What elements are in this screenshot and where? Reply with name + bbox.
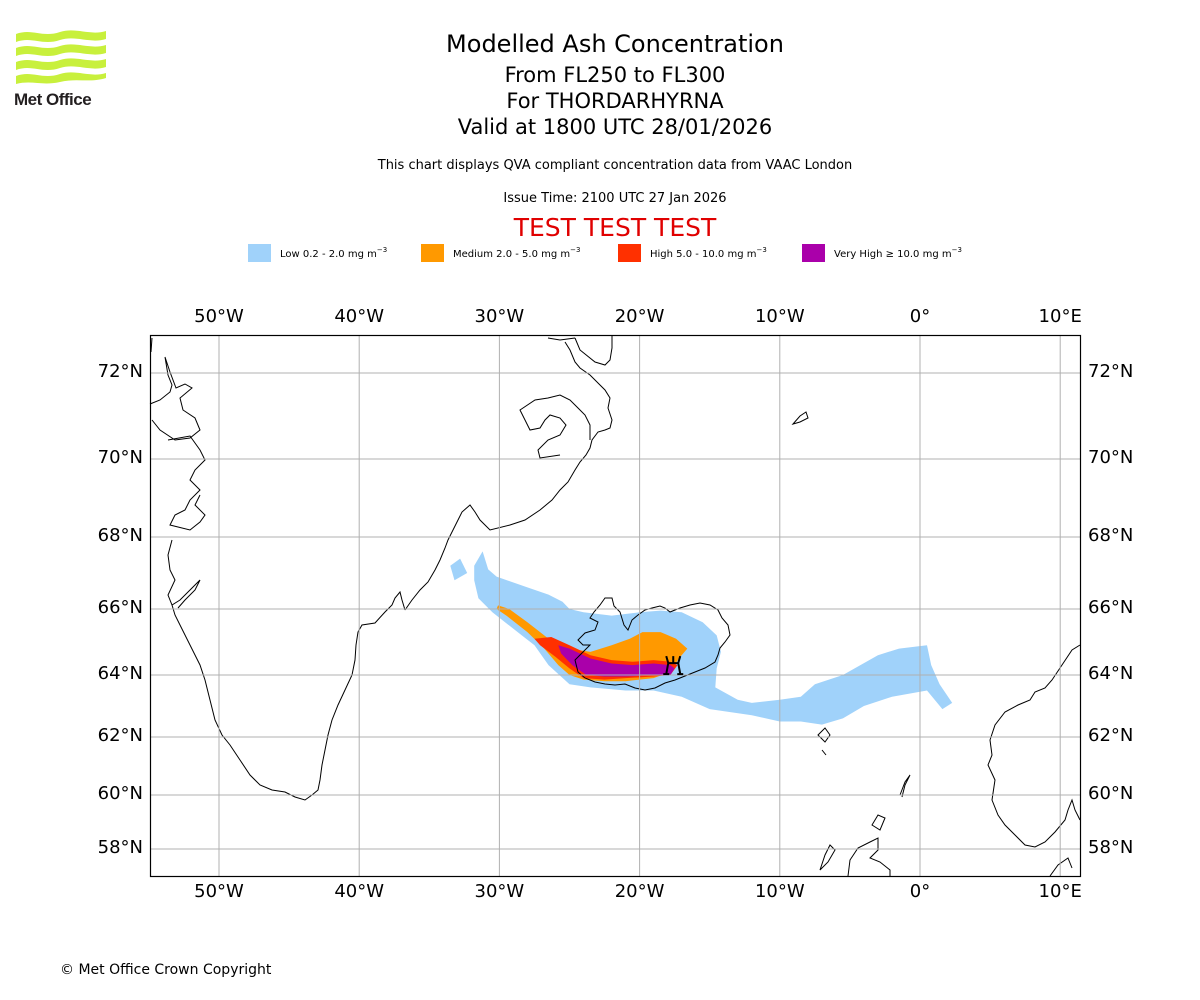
coastline-iceland	[574, 597, 731, 691]
legend-item-high: High 5.0 - 10.0 mg m−3	[618, 244, 767, 262]
coastline-jan-mayen	[791, 411, 809, 425]
copyright: © Met Office Crown Copyright	[60, 962, 272, 978]
lon-tick-label-bottom: 20°W	[614, 881, 665, 902]
lon-tick-label-bottom: 10°W	[754, 881, 805, 902]
met-office-waves-logo-icon	[16, 30, 106, 84]
coastline-norway	[987, 644, 1081, 877]
coastline-greenland-west	[149, 337, 406, 801]
coastline-shetland	[899, 774, 911, 798]
legend-swatch-high	[618, 244, 641, 262]
legend-exp: −3	[951, 246, 962, 254]
lon-tick-label-top: 10°E	[1038, 306, 1082, 327]
lon-tick-label-top: 0°	[909, 306, 931, 327]
flight-level-range: From FL250 to FL300	[504, 63, 726, 87]
issue-time: Issue Time: 2100 UTC 27 Jan 2026	[503, 191, 727, 206]
legend-swatch-very-high	[802, 244, 825, 262]
lat-tick-label-right: 72°N	[1088, 361, 1134, 382]
coastlines	[149, 336, 1081, 877]
map-frame	[149, 334, 1082, 878]
legend-label-medium: Medium 2.0 - 5.0 mg m	[453, 249, 571, 260]
lon-tick-label-bottom: 50°W	[194, 881, 244, 902]
test-banner: TEST TEST TEST	[513, 213, 717, 242]
ash-region-very-high	[558, 645, 675, 677]
legend-label-low: Low 0.2 - 2.0 mg m	[280, 249, 377, 260]
legend-item-very-high: Very High ≥ 10.0 mg m−3	[802, 244, 962, 262]
lat-tick-label-left: 68°N	[97, 525, 143, 546]
lat-tick-label-right: 62°N	[1088, 725, 1134, 746]
legend-item-medium: Medium 2.0 - 5.0 mg m−3	[421, 244, 580, 262]
lon-tick-label-bottom: 40°W	[334, 881, 385, 902]
legend-label-high: High 5.0 - 10.0 mg m	[650, 249, 757, 260]
lat-tick-label-left: 60°N	[97, 783, 143, 804]
legend-label-very-high: Very High ≥ 10.0 mg m	[834, 249, 952, 260]
lat-tick-label-right: 68°N	[1088, 525, 1134, 546]
legend: Low 0.2 - 2.0 mg m−3 Medium 2.0 - 5.0 mg…	[0, 244, 1200, 264]
lon-tick-label-top: 40°W	[334, 306, 385, 327]
lat-tick-label-left: 64°N	[97, 663, 143, 684]
coastline-faroe	[817, 727, 831, 756]
legend-exp: −3	[376, 246, 388, 254]
ash-region-low	[450, 558, 468, 581]
legend-item-low: Low 0.2 - 2.0 mg m−3	[248, 244, 387, 262]
ash-concentration-layer	[450, 551, 953, 725]
lat-tick-label-right: 60°N	[1088, 783, 1134, 804]
lon-tick-label-top: 20°W	[614, 306, 665, 327]
volcano-icon-stroke	[668, 656, 679, 665]
lat-tick-label-right: 64°N	[1088, 663, 1134, 684]
lat-tick-label-left: 58°N	[97, 837, 143, 858]
legend-exp: −3	[570, 246, 581, 254]
legend-exp: −3	[756, 246, 767, 254]
lat-tick-label-left: 66°N	[97, 597, 143, 618]
logo-text: Met Office	[14, 90, 92, 109]
legend-swatch-low	[248, 244, 271, 262]
coastline-scotland	[819, 814, 891, 877]
chart-description: This chart displays QVA compliant concen…	[377, 158, 853, 173]
lat-tick-label-left: 72°N	[97, 361, 143, 382]
chart-title: Modelled Ash Concentration	[446, 30, 784, 58]
met-office-logo: Met Office	[12, 28, 108, 114]
lat-tick-label-right: 70°N	[1088, 447, 1134, 468]
lon-tick-label-bottom: 30°W	[474, 881, 525, 902]
graticule	[150, 335, 1081, 877]
valid-time: Valid at 1800 UTC 28/01/2026	[457, 115, 773, 139]
coastline-greenland-east	[404, 336, 613, 611]
lon-tick-label-top: 10°W	[754, 306, 805, 327]
volcano-icon	[663, 655, 684, 676]
lat-tick-label-left: 62°N	[97, 725, 143, 746]
lat-tick-label-left: 70°N	[97, 447, 143, 468]
lon-tick-label-bottom: 10°E	[1038, 881, 1082, 902]
lon-tick-label-top: 30°W	[474, 306, 525, 327]
lon-tick-label-top: 50°W	[194, 306, 244, 327]
volcano-name: For THORDARHYRNA	[506, 89, 724, 113]
lat-tick-label-right: 58°N	[1088, 837, 1134, 858]
lat-tick-label-right: 66°N	[1088, 597, 1134, 618]
lon-tick-label-bottom: 0°	[909, 881, 931, 902]
legend-swatch-medium	[421, 244, 444, 262]
